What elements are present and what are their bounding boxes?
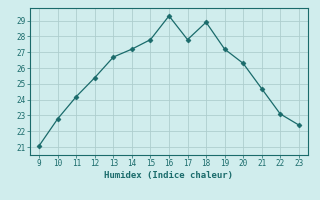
X-axis label: Humidex (Indice chaleur): Humidex (Indice chaleur)	[105, 171, 234, 180]
